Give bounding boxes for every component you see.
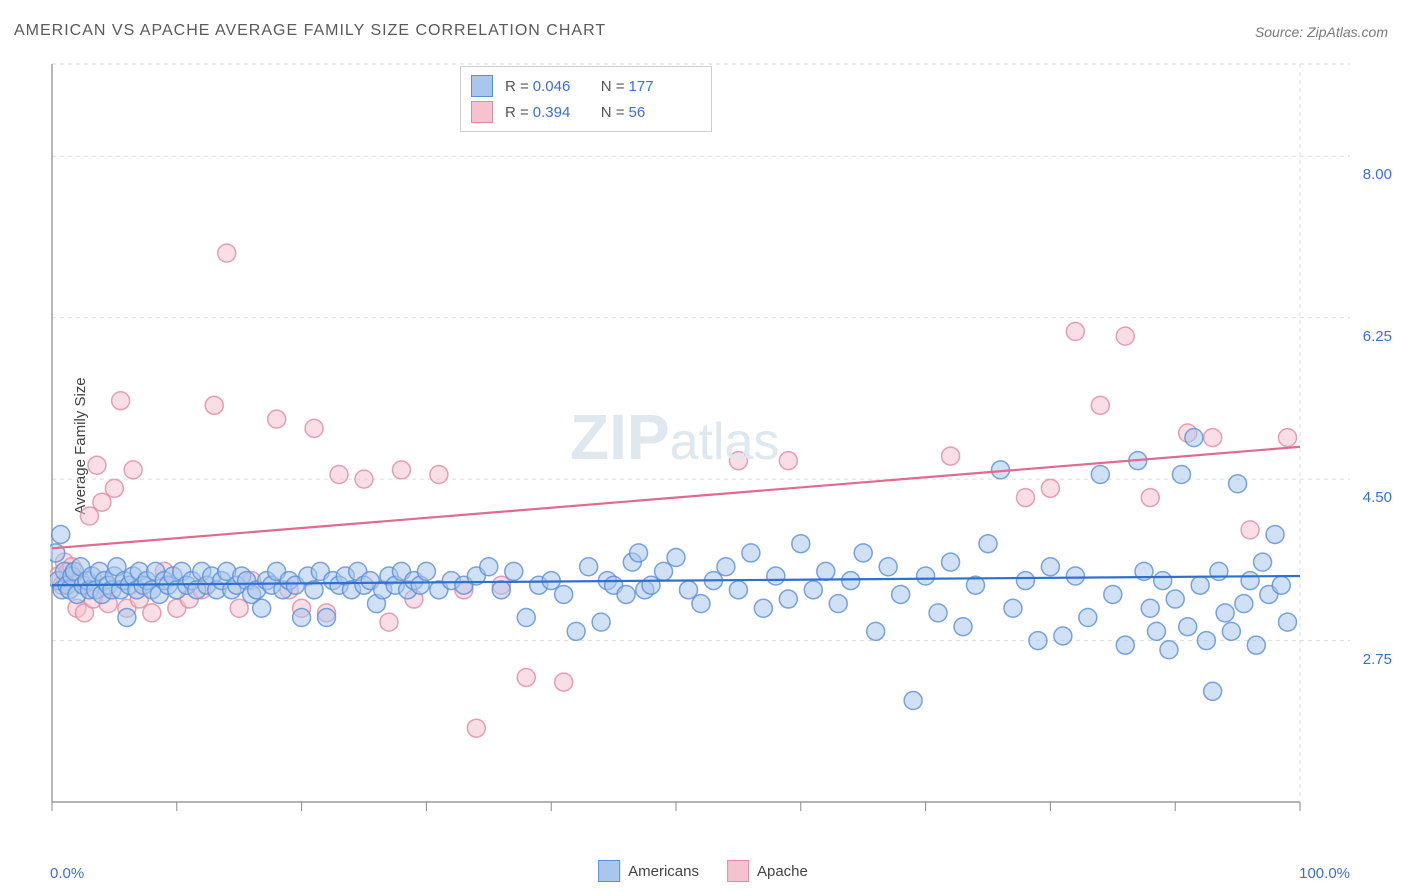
y-tick-label: 8.00 [1363, 166, 1392, 183]
legend-swatch-apache [727, 860, 749, 882]
chart-title: AMERICAN VS APACHE AVERAGE FAMILY SIZE C… [14, 22, 606, 40]
r-value-apache: 0.394 [533, 104, 581, 121]
y-tick-label: 4.50 [1363, 489, 1392, 506]
scatter-svg [50, 62, 1350, 832]
stats-legend-box: R = 0.046 N = 177 R = 0.394 N = 56 [460, 66, 712, 132]
plot-area [50, 62, 1350, 832]
n-value-apache: 56 [629, 104, 677, 121]
x-axis-max-label: 100.0% [1299, 865, 1350, 882]
legend-item-americans: Americans [598, 860, 699, 882]
y-tick-label: 2.75 [1363, 651, 1392, 668]
legend-item-apache: Apache [727, 860, 808, 882]
legend-label-americans: Americans [628, 863, 699, 880]
source-credit: Source: ZipAtlas.com [1255, 24, 1388, 40]
n-value-americans: 177 [629, 78, 677, 95]
chart-container: AMERICAN VS APACHE AVERAGE FAMILY SIZE C… [0, 0, 1406, 892]
y-tick-label: 6.25 [1363, 328, 1392, 345]
r-value-americans: 0.046 [533, 78, 581, 95]
legend-swatch-americans [598, 860, 620, 882]
source-name: ZipAtlas.com [1307, 24, 1388, 40]
legend-label-apache: Apache [757, 863, 808, 880]
stats-row-apache: R = 0.394 N = 56 [471, 99, 697, 125]
swatch-americans [471, 75, 493, 97]
swatch-apache [471, 101, 493, 123]
source-prefix: Source: [1255, 24, 1307, 40]
x-axis-min-label: 0.0% [50, 865, 84, 882]
stats-row-americans: R = 0.046 N = 177 [471, 73, 697, 99]
bottom-legend: Americans Apache [598, 860, 808, 882]
